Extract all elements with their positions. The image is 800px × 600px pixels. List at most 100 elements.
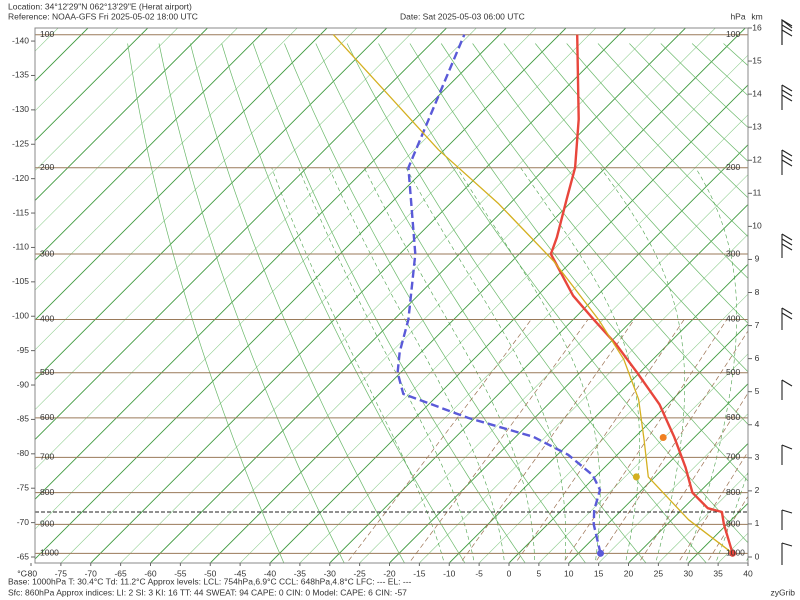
mixing-ratio-line — [594, 330, 748, 563]
x-tick-label: -35 — [294, 568, 307, 578]
pressure-tick-label: 100 — [726, 29, 740, 39]
isotherm — [35, 28, 388, 381]
isotherm — [35, 28, 298, 291]
height-tick-label: 1 — [755, 518, 760, 528]
surface-dot — [597, 549, 605, 557]
wind-barb — [781, 379, 793, 400]
footer-line2: Sfc: 860hPa Approx indices: LI: 2 SI: 3 … — [8, 587, 407, 597]
x-tick-label: -65 — [114, 568, 127, 578]
moist-adiabat — [600, 167, 686, 563]
credit: zyGrib — [770, 587, 795, 597]
isotherm — [239, 54, 748, 563]
height-tick-label: 2 — [755, 485, 760, 495]
isotherm — [419, 233, 748, 563]
isotherm — [35, 28, 208, 202]
pressure-tick-label: 800 — [726, 487, 740, 497]
grid — [35, 28, 748, 563]
height-tick-label: 13 — [752, 121, 762, 131]
x-axis-label: °C — [17, 568, 27, 578]
pressure-tick-label: 300 — [40, 248, 54, 258]
left-tick-label: -100 — [12, 310, 29, 320]
isotherm — [35, 28, 447, 441]
isotherm — [538, 353, 748, 563]
dry-adiabat — [284, 43, 587, 563]
dry-adiabat — [440, 43, 748, 425]
pressure-tick-label: 500 — [40, 367, 54, 377]
height-tick-label: 4 — [755, 419, 760, 429]
pressure-tick-label: 600 — [40, 412, 54, 422]
x-tick-label: 25 — [654, 568, 664, 578]
left-tick-label: -90 — [17, 379, 30, 389]
profiles — [35, 34, 748, 557]
height-tick-label: 5 — [755, 386, 760, 396]
left-tick-label: -95 — [17, 345, 30, 355]
pressure-tick-label: 700 — [726, 452, 740, 462]
location: Location: 34°12'29"N 062°13'29"E (Herat … — [8, 1, 192, 11]
x-tick-label: 0 — [507, 568, 512, 578]
isotherm — [180, 28, 716, 563]
left-tick-label: -110 — [13, 242, 30, 252]
pressure-tick-label: 900 — [726, 519, 740, 529]
dry-adiabat — [503, 43, 748, 324]
left-tick-label: -115 — [13, 207, 30, 217]
dry-adiabat — [566, 43, 748, 238]
isotherm — [35, 28, 149, 142]
x-tick-label: 15 — [594, 568, 604, 578]
plot-frame — [34, 27, 749, 564]
pressure-tick-label: 1000 — [726, 548, 745, 558]
height-tick-label: 7 — [755, 320, 760, 330]
isotherm — [269, 84, 748, 563]
wind-barb — [781, 444, 793, 465]
left-tick-label: -105 — [12, 276, 29, 286]
x-tick-label: 40 — [743, 568, 753, 578]
isotherm — [329, 144, 748, 563]
height-tick-label: 3 — [755, 452, 760, 462]
isotherm — [35, 28, 477, 470]
moist-adiabat — [298, 167, 475, 563]
surface-dot — [729, 549, 737, 557]
profile-line — [332, 34, 733, 554]
isotherm — [35, 28, 507, 500]
x-tick-label: -60 — [144, 568, 157, 578]
pressure-tick-label: 200 — [40, 162, 54, 172]
height-tick-label: 8 — [755, 287, 760, 297]
left-tick-label: -130 — [12, 104, 29, 114]
reference: Reference: NOAA-GFS Fri 2025-05-02 18:00… — [8, 11, 198, 21]
footer-line1: Base: 1000hPa T: 30.4°C Td: 11.2°C Appro… — [8, 576, 412, 586]
height-unit: km — [751, 11, 762, 21]
isotherm — [35, 28, 178, 172]
height-tick-label: 10 — [752, 221, 762, 231]
dry-adiabat — [535, 43, 748, 279]
pressure-tick-label: 500 — [726, 367, 740, 377]
x-tick-label: 35 — [713, 568, 723, 578]
dry-adiabat — [252, 43, 526, 563]
left-tick-label: -75 — [17, 482, 30, 492]
x-tick-label: -70 — [85, 568, 98, 578]
x-tick-label: -40 — [264, 568, 277, 578]
x-tick-label: -30 — [324, 568, 337, 578]
isotherm — [60, 28, 597, 563]
left-tick-label: -135 — [12, 70, 29, 80]
x-tick-label: -25 — [353, 568, 366, 578]
isotherm — [299, 114, 748, 563]
level-dot — [659, 433, 667, 441]
x-tick-label: 20 — [624, 568, 634, 578]
x-tick-label: -20 — [383, 568, 396, 578]
moist-adiabat — [328, 167, 505, 563]
height-tick-label: 12 — [752, 155, 762, 165]
height-tick-label: 14 — [752, 88, 762, 98]
x-tick-label: -15 — [413, 568, 426, 578]
x-tick-label: -55 — [174, 568, 187, 578]
dry-adiabat — [127, 43, 285, 563]
level-dot — [632, 473, 640, 481]
wind-barb — [781, 149, 793, 175]
isotherm — [568, 383, 748, 563]
dry-adiabat — [472, 43, 748, 373]
mixing-ratio-line — [515, 319, 685, 563]
pressure-unit: hPa — [730, 11, 745, 21]
isotherm — [209, 28, 746, 563]
isotherm — [359, 174, 748, 563]
x-tick-label: 10 — [564, 568, 574, 578]
height-tick-label: 6 — [755, 353, 760, 363]
